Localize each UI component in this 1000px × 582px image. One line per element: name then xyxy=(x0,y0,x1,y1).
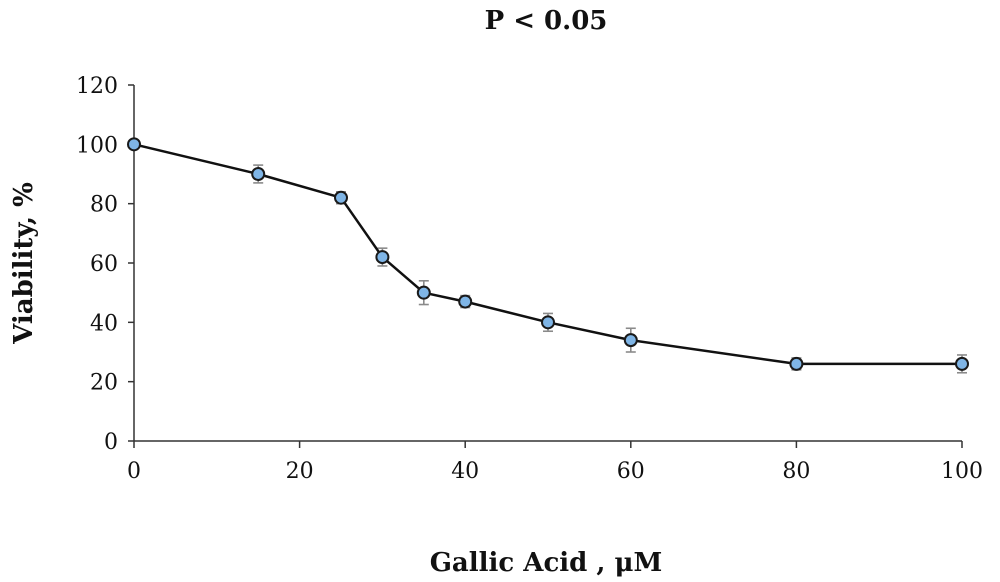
x-axis-ticks: 0 20 40 60 80 100 xyxy=(127,441,983,484)
x-axis-title: Gallic Acid , μM xyxy=(430,548,663,578)
data-point xyxy=(375,250,390,265)
y-tick-label: 20 xyxy=(90,371,118,396)
y-tick-label: 120 xyxy=(76,74,118,99)
y-axis-title: Viability, % xyxy=(9,182,39,345)
x-tick-label: 40 xyxy=(451,459,479,484)
y-tick-label: 80 xyxy=(90,193,118,218)
viability-series-line xyxy=(133,143,962,366)
data-point xyxy=(416,285,431,300)
x-tick-label: 20 xyxy=(286,459,314,484)
y-tick-label: 60 xyxy=(90,252,118,277)
y-tick-label: 40 xyxy=(90,311,118,336)
data-point xyxy=(458,294,473,309)
x-tick-label: 80 xyxy=(782,459,810,484)
axes xyxy=(133,85,962,442)
x-tick-label: 60 xyxy=(617,459,645,484)
data-point xyxy=(789,356,804,371)
data-point xyxy=(127,137,141,152)
chart-title: P < 0.05 xyxy=(485,6,608,36)
data-point xyxy=(541,315,555,330)
data-point xyxy=(251,167,266,181)
data-point xyxy=(955,356,969,371)
x-tick-label: 100 xyxy=(941,459,983,484)
data-point xyxy=(334,190,348,205)
data-point xyxy=(623,333,638,348)
data-points xyxy=(127,137,969,371)
y-tick-label: 100 xyxy=(76,133,118,158)
x-tick-label: 0 xyxy=(127,459,141,484)
y-axis-ticks: 0 20 40 60 80 100 120 xyxy=(76,74,134,455)
y-tick-label: 0 xyxy=(104,430,118,455)
